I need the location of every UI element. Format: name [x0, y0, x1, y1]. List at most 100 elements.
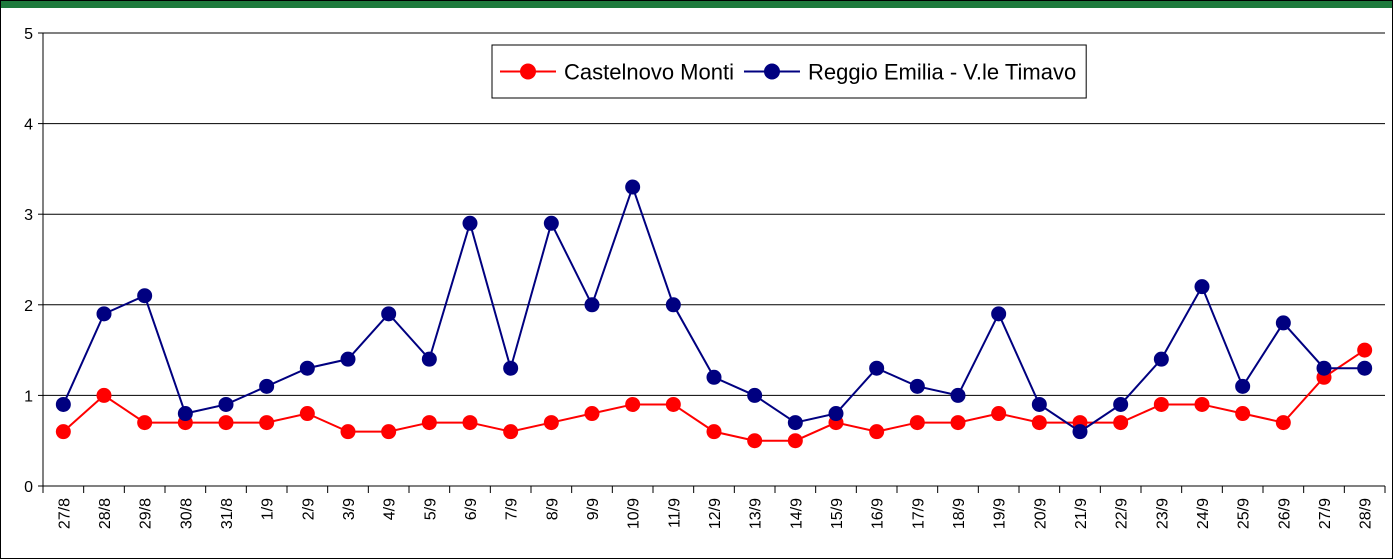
- x-tick-label: 27/8: [56, 498, 73, 529]
- x-tick-label: 31/8: [219, 498, 236, 529]
- x-tick-label: 29/8: [138, 498, 155, 529]
- data-point: [421, 415, 437, 431]
- data-point: [177, 406, 193, 422]
- x-tick-label: 17/9: [910, 498, 927, 529]
- x-tick-label: 7/9: [504, 498, 521, 520]
- data-point: [299, 360, 315, 376]
- data-point: [787, 433, 803, 449]
- y-tick-label: 4: [24, 117, 33, 134]
- data-point: [1031, 415, 1047, 431]
- data-point: [55, 424, 71, 440]
- x-tick-label: 27/9: [1317, 498, 1334, 529]
- x-tick-label: 21/9: [1073, 498, 1090, 529]
- x-tick-label: 23/9: [1154, 498, 1171, 529]
- data-point: [584, 406, 600, 422]
- data-point: [503, 360, 519, 376]
- x-tick-label: 10/9: [626, 498, 643, 529]
- x-tick-label: 6/9: [463, 498, 480, 520]
- data-point: [299, 406, 315, 422]
- data-point: [1072, 424, 1088, 440]
- x-tick-label: 12/9: [707, 498, 724, 529]
- data-point: [340, 351, 356, 367]
- data-point: [381, 424, 397, 440]
- legend-marker: [520, 63, 536, 80]
- data-point: [625, 396, 641, 412]
- data-point: [137, 288, 153, 304]
- data-point: [991, 306, 1007, 322]
- data-point: [706, 424, 722, 440]
- data-point: [950, 415, 966, 431]
- data-point: [1031, 396, 1047, 412]
- data-point: [869, 424, 885, 440]
- y-tick-label: 1: [24, 388, 33, 405]
- x-tick-label: 28/8: [97, 498, 114, 529]
- data-point: [828, 406, 844, 422]
- x-tick-label: 13/9: [748, 498, 765, 529]
- data-point: [259, 378, 275, 394]
- x-tick-label: 4/9: [382, 498, 399, 520]
- x-tick-label: 18/9: [951, 498, 968, 529]
- data-point: [584, 297, 600, 313]
- data-point: [1113, 396, 1129, 412]
- x-tick-label: 1/9: [260, 498, 277, 520]
- data-point: [869, 360, 885, 376]
- x-tick-label: 3/9: [341, 498, 358, 520]
- x-tick-label: 16/9: [870, 498, 887, 529]
- data-point: [1153, 396, 1169, 412]
- data-point: [1275, 315, 1291, 331]
- data-point: [218, 415, 234, 431]
- data-point: [421, 351, 437, 367]
- header-band: [0, 0, 1393, 8]
- data-point: [543, 215, 559, 231]
- legend-marker: [763, 63, 780, 80]
- x-tick-label: 25/9: [1236, 498, 1253, 529]
- data-point: [1194, 279, 1210, 295]
- data-point: [55, 396, 71, 412]
- legend-label: Castelnovo Monti: [564, 60, 734, 85]
- x-tick-label: 30/8: [178, 498, 195, 529]
- x-tick-label: 9/9: [585, 498, 602, 520]
- x-tick-label: 11/9: [666, 498, 683, 528]
- x-tick-label: 20/9: [1032, 498, 1049, 529]
- data-point: [1357, 360, 1373, 376]
- data-point: [1316, 360, 1332, 376]
- data-point: [1153, 351, 1169, 367]
- x-tick-label: 15/9: [829, 498, 846, 529]
- x-tick-label: 24/9: [1195, 498, 1212, 529]
- data-point: [1194, 396, 1210, 412]
- data-point: [259, 415, 275, 431]
- data-point: [503, 424, 519, 440]
- x-tick-label: 8/9: [544, 498, 561, 520]
- data-point: [1357, 342, 1373, 358]
- data-point: [543, 415, 559, 431]
- data-point: [1235, 406, 1251, 422]
- data-point: [137, 415, 153, 431]
- x-tick-label: 19/9: [992, 498, 1009, 529]
- data-point: [96, 306, 112, 322]
- data-point: [909, 378, 925, 394]
- data-point: [1275, 415, 1291, 431]
- x-tick-label: 5/9: [422, 498, 439, 520]
- data-point: [340, 424, 356, 440]
- data-point: [1235, 378, 1251, 394]
- x-tick-label: 22/9: [1114, 498, 1131, 529]
- data-point: [706, 369, 722, 385]
- data-point: [462, 215, 478, 231]
- data-point: [96, 387, 112, 403]
- data-point: [665, 297, 681, 313]
- data-point: [381, 306, 397, 322]
- x-tick-label: 26/9: [1276, 498, 1293, 529]
- data-point: [787, 415, 803, 431]
- x-tick-label: 14/9: [788, 498, 805, 529]
- data-point: [950, 387, 966, 403]
- data-point: [625, 179, 641, 195]
- y-tick-label: 5: [24, 26, 33, 43]
- x-tick-label: 28/9: [1358, 498, 1375, 529]
- legend-label: Reggio Emilia - V.le Timavo: [808, 60, 1076, 85]
- data-point: [747, 433, 763, 449]
- data-point: [462, 415, 478, 431]
- y-tick-label: 3: [24, 207, 33, 224]
- data-point: [665, 396, 681, 412]
- data-point: [909, 415, 925, 431]
